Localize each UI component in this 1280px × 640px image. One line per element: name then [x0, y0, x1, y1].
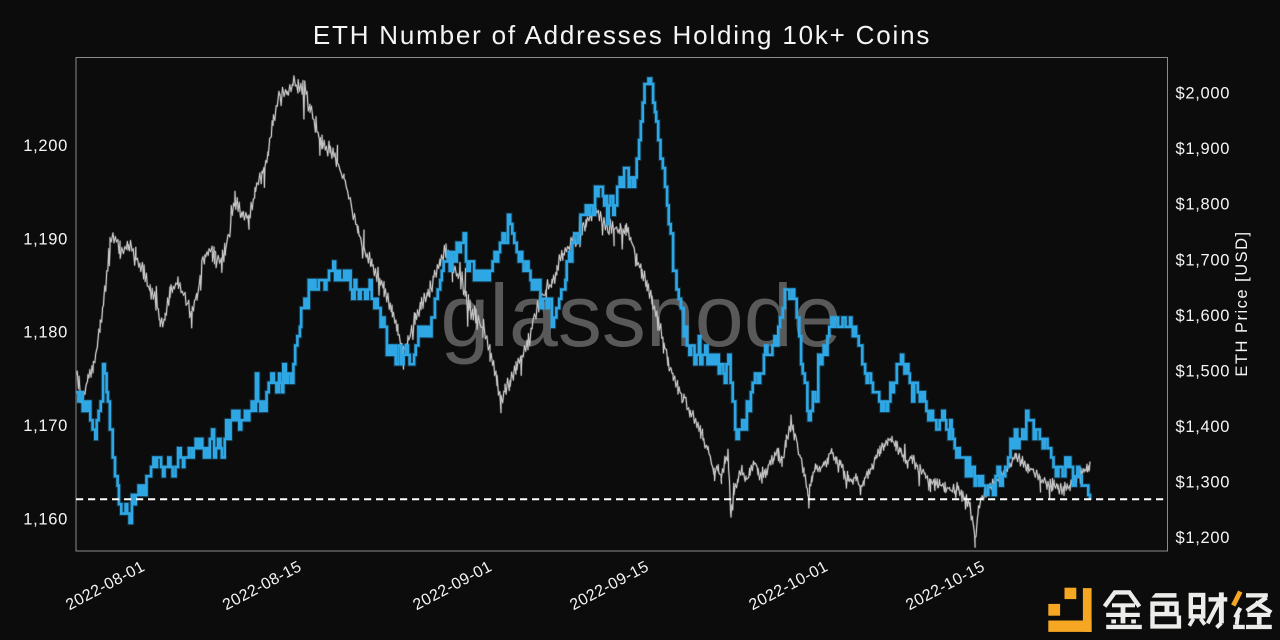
svg-text:$1,400: $1,400 — [1176, 418, 1231, 436]
svg-text:1,160: 1,160 — [23, 511, 68, 529]
svg-text:1,180: 1,180 — [23, 324, 68, 342]
svg-text:$1,700: $1,700 — [1176, 251, 1231, 269]
svg-text:$1,500: $1,500 — [1176, 362, 1231, 380]
svg-text:$1,800: $1,800 — [1176, 196, 1231, 214]
svg-text:ETH Price [USD]: ETH Price [USD] — [1233, 230, 1251, 376]
svg-text:glassnode: glassnode — [440, 266, 841, 365]
svg-text:$1,900: $1,900 — [1176, 140, 1231, 158]
svg-text:1,200: 1,200 — [23, 137, 68, 155]
svg-text:1,170: 1,170 — [23, 417, 68, 435]
svg-text:ETH Number of Addresses Holdin: ETH Number of Addresses Holding 10k+ Coi… — [313, 20, 931, 50]
svg-text:$1,200: $1,200 — [1176, 529, 1231, 547]
svg-text:$2,000: $2,000 — [1176, 85, 1231, 103]
svg-text:$1,300: $1,300 — [1176, 474, 1231, 492]
svg-text:$1,600: $1,600 — [1176, 307, 1231, 325]
svg-text:1,190: 1,190 — [23, 230, 68, 248]
